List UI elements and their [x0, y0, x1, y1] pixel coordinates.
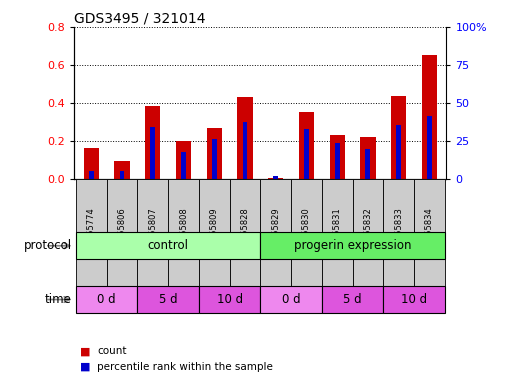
Text: GSM255809: GSM255809 [210, 207, 219, 258]
Text: 10 d: 10 d [401, 293, 427, 306]
Text: GDS3495 / 321014: GDS3495 / 321014 [74, 12, 206, 26]
Bar [360, 137, 376, 179]
Text: GSM255834: GSM255834 [425, 207, 434, 258]
Bar [137, 286, 199, 313]
Text: GSM255830: GSM255830 [302, 207, 311, 258]
Bar [168, 179, 199, 286]
Bar [260, 286, 322, 313]
Bar [84, 148, 99, 179]
Bar [414, 179, 445, 286]
Text: GSM255831: GSM255831 [333, 207, 342, 258]
Text: GSM255829: GSM255829 [271, 207, 280, 258]
Bar [176, 141, 191, 179]
Text: GSM255828: GSM255828 [241, 207, 249, 258]
Text: count: count [97, 346, 127, 356]
Text: control: control [148, 239, 189, 252]
Bar [383, 179, 414, 286]
Bar [383, 286, 445, 313]
Bar [76, 286, 137, 313]
Text: 5 d: 5 d [159, 293, 177, 306]
Bar [299, 112, 314, 179]
Bar [76, 232, 260, 259]
Bar [199, 286, 260, 313]
Text: ■: ■ [80, 346, 90, 356]
Bar [268, 178, 283, 179]
Bar [212, 139, 216, 179]
Bar [76, 179, 107, 286]
Bar [334, 144, 340, 179]
Text: time: time [45, 293, 72, 306]
Text: GSM255806: GSM255806 [117, 207, 127, 258]
Bar [260, 179, 291, 286]
Text: GSM255807: GSM255807 [148, 207, 157, 258]
Bar [273, 176, 278, 179]
Bar [322, 286, 383, 313]
Bar [207, 128, 222, 179]
Bar [238, 97, 253, 179]
Bar [396, 124, 401, 179]
Bar [352, 179, 383, 286]
Text: percentile rank within the sample: percentile rank within the sample [97, 362, 273, 372]
Bar [322, 179, 352, 286]
Bar [243, 122, 247, 179]
Bar [181, 152, 186, 179]
Bar [230, 179, 260, 286]
Text: GSM255774: GSM255774 [87, 207, 96, 258]
Bar [329, 135, 345, 179]
Bar [427, 116, 432, 179]
Bar [422, 55, 437, 179]
Bar [120, 171, 125, 179]
Bar [365, 149, 370, 179]
Text: 5 d: 5 d [343, 293, 362, 306]
Bar [145, 106, 161, 179]
Text: GSM255833: GSM255833 [394, 207, 403, 258]
Bar [114, 161, 130, 179]
Bar [89, 171, 94, 179]
Text: 0 d: 0 d [282, 293, 301, 306]
Bar [260, 232, 445, 259]
Text: GSM255832: GSM255832 [363, 207, 372, 258]
Text: 10 d: 10 d [216, 293, 243, 306]
Text: progerin expression: progerin expression [294, 239, 411, 252]
Bar [199, 179, 230, 286]
Bar [150, 127, 155, 179]
Text: protocol: protocol [24, 239, 72, 252]
Bar [391, 96, 406, 179]
Bar [291, 179, 322, 286]
Bar [304, 129, 309, 179]
Bar [137, 179, 168, 286]
Bar [107, 179, 137, 286]
Text: ■: ■ [80, 362, 90, 372]
Text: 0 d: 0 d [97, 293, 116, 306]
Text: GSM255808: GSM255808 [179, 207, 188, 258]
